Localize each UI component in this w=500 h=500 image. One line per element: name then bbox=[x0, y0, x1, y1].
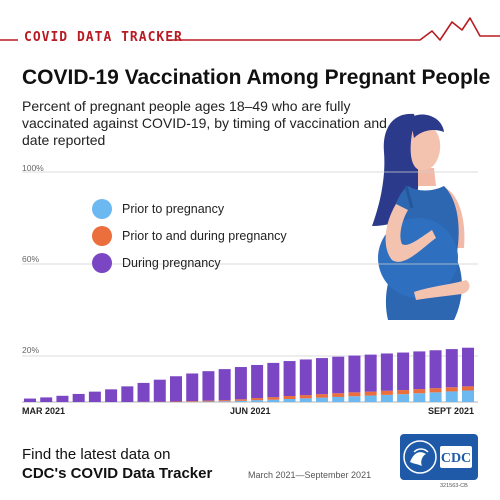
legend-swatch-prior bbox=[92, 199, 112, 219]
x-label-jun-2021: JUN 2021 bbox=[230, 406, 271, 416]
bar-during-6 bbox=[121, 386, 134, 402]
bar-during-17 bbox=[299, 359, 312, 396]
bar-prior-and-during-15 bbox=[267, 397, 280, 400]
grid-lines bbox=[22, 171, 478, 403]
bar-prior-and-during-27 bbox=[462, 386, 474, 391]
bar-during-0 bbox=[24, 398, 36, 402]
pregnant-woman-illustration bbox=[372, 113, 470, 320]
legend-item-prior-and-during: Prior to and during pregnancy bbox=[92, 226, 287, 246]
cdc-logo-text: CDC bbox=[441, 451, 471, 466]
bar-prior-15 bbox=[267, 399, 280, 402]
bar-during-19 bbox=[332, 356, 345, 394]
bar-during-14 bbox=[251, 364, 264, 399]
footer-cta-line1: Find the latest data on bbox=[22, 446, 171, 463]
bar-prior-and-during-18 bbox=[316, 394, 328, 398]
bar-during-1 bbox=[40, 397, 53, 402]
bar-during-7 bbox=[137, 382, 150, 402]
stacked-bar-chart bbox=[22, 171, 478, 403]
bar-prior-and-during-17 bbox=[299, 395, 312, 399]
bar-during-21 bbox=[364, 354, 377, 392]
bar-prior-and-during-23 bbox=[397, 390, 410, 395]
bar-prior-and-during-20 bbox=[348, 392, 361, 397]
x-label-sept-2021: SEPT 2021 bbox=[428, 406, 475, 416]
cdc-logo: CDC bbox=[400, 434, 478, 480]
bar-prior-and-during-14 bbox=[251, 398, 264, 401]
bar-prior-and-during-13 bbox=[234, 399, 247, 401]
bar-prior-27 bbox=[462, 390, 474, 402]
bar-during-24 bbox=[413, 351, 426, 390]
bar-prior-20 bbox=[348, 396, 361, 402]
bar-during-3 bbox=[72, 393, 85, 402]
legend-swatch-during bbox=[92, 253, 112, 273]
legend-label-prior: Prior to pregnancy bbox=[122, 202, 225, 216]
bar-during-5 bbox=[105, 389, 118, 402]
bar-prior-18 bbox=[316, 397, 328, 402]
bar-during-23 bbox=[397, 352, 410, 391]
bar-prior-and-during-12 bbox=[218, 400, 231, 402]
bar-during-22 bbox=[380, 353, 393, 391]
legend-item-during: During pregnancy bbox=[92, 253, 221, 273]
bar-during-2 bbox=[56, 395, 69, 402]
bar-prior-and-during-26 bbox=[445, 387, 458, 392]
bar-prior-13 bbox=[234, 400, 247, 402]
bar-during-12 bbox=[218, 369, 231, 401]
bar-prior-12 bbox=[218, 401, 231, 402]
footer-cta-line2: CDC's COVID Data Tracker bbox=[22, 465, 213, 482]
bar-during-25 bbox=[429, 350, 442, 389]
bar-prior-14 bbox=[251, 400, 264, 402]
bar-during-15 bbox=[267, 362, 280, 398]
bar-prior-19 bbox=[332, 396, 345, 402]
bar-during-20 bbox=[348, 355, 361, 393]
footer-date-range: March 2021—September 2021 bbox=[248, 470, 372, 480]
x-label-mar-2021: MAR 2021 bbox=[22, 406, 66, 416]
bar-during-26 bbox=[445, 349, 458, 388]
chart-title: COVID-19 Vaccination Among Pregnant Peop… bbox=[22, 66, 491, 89]
legend-swatch-prior-and-during bbox=[92, 226, 112, 246]
brand-label: COVID DATA TRACKER bbox=[24, 30, 183, 45]
bar-prior-22 bbox=[380, 394, 393, 402]
header-pulse-line bbox=[0, 17, 500, 41]
chart-subtitle: Percent of pregnant people ages 18–49 wh… bbox=[22, 98, 387, 148]
bar-prior-23 bbox=[397, 394, 410, 402]
y-tick-20: 20% bbox=[22, 345, 40, 355]
bar-during-8 bbox=[153, 379, 166, 402]
bar-prior-25 bbox=[429, 392, 442, 402]
bar-during-16 bbox=[283, 361, 296, 397]
bar-during-11 bbox=[202, 371, 215, 401]
bar-during-10 bbox=[186, 373, 199, 402]
bar-prior-and-during-22 bbox=[380, 390, 393, 395]
bar-prior-and-during-19 bbox=[332, 393, 345, 397]
bar-prior-and-during-16 bbox=[283, 396, 296, 400]
legend-label-during: During pregnancy bbox=[122, 256, 221, 270]
bar-prior-and-during-25 bbox=[429, 388, 442, 393]
bar-prior-and-during-10 bbox=[186, 401, 199, 402]
legend-label-prior-and-during: Prior to and during pregnancy bbox=[122, 229, 287, 243]
bar-prior-and-during-11 bbox=[202, 400, 215, 402]
bar-during-4 bbox=[88, 391, 101, 402]
bar-during-13 bbox=[234, 367, 247, 400]
bar-prior-26 bbox=[445, 391, 458, 402]
footer-code: 321563-CB bbox=[440, 483, 468, 489]
bar-prior-24 bbox=[413, 393, 426, 402]
bar-marks bbox=[24, 347, 474, 402]
bar-during-27 bbox=[462, 347, 474, 387]
legend-item-prior: Prior to pregnancy bbox=[92, 199, 224, 219]
bar-during-18 bbox=[316, 358, 328, 395]
y-tick-100: 100% bbox=[22, 163, 44, 173]
bar-prior-and-during-21 bbox=[364, 391, 377, 396]
bar-during-9 bbox=[170, 376, 182, 402]
bar-prior-and-during-24 bbox=[413, 389, 426, 394]
y-tick-60: 60% bbox=[22, 254, 40, 264]
bar-prior-16 bbox=[283, 399, 296, 402]
bar-prior-17 bbox=[299, 398, 312, 402]
bar-prior-21 bbox=[364, 395, 377, 402]
